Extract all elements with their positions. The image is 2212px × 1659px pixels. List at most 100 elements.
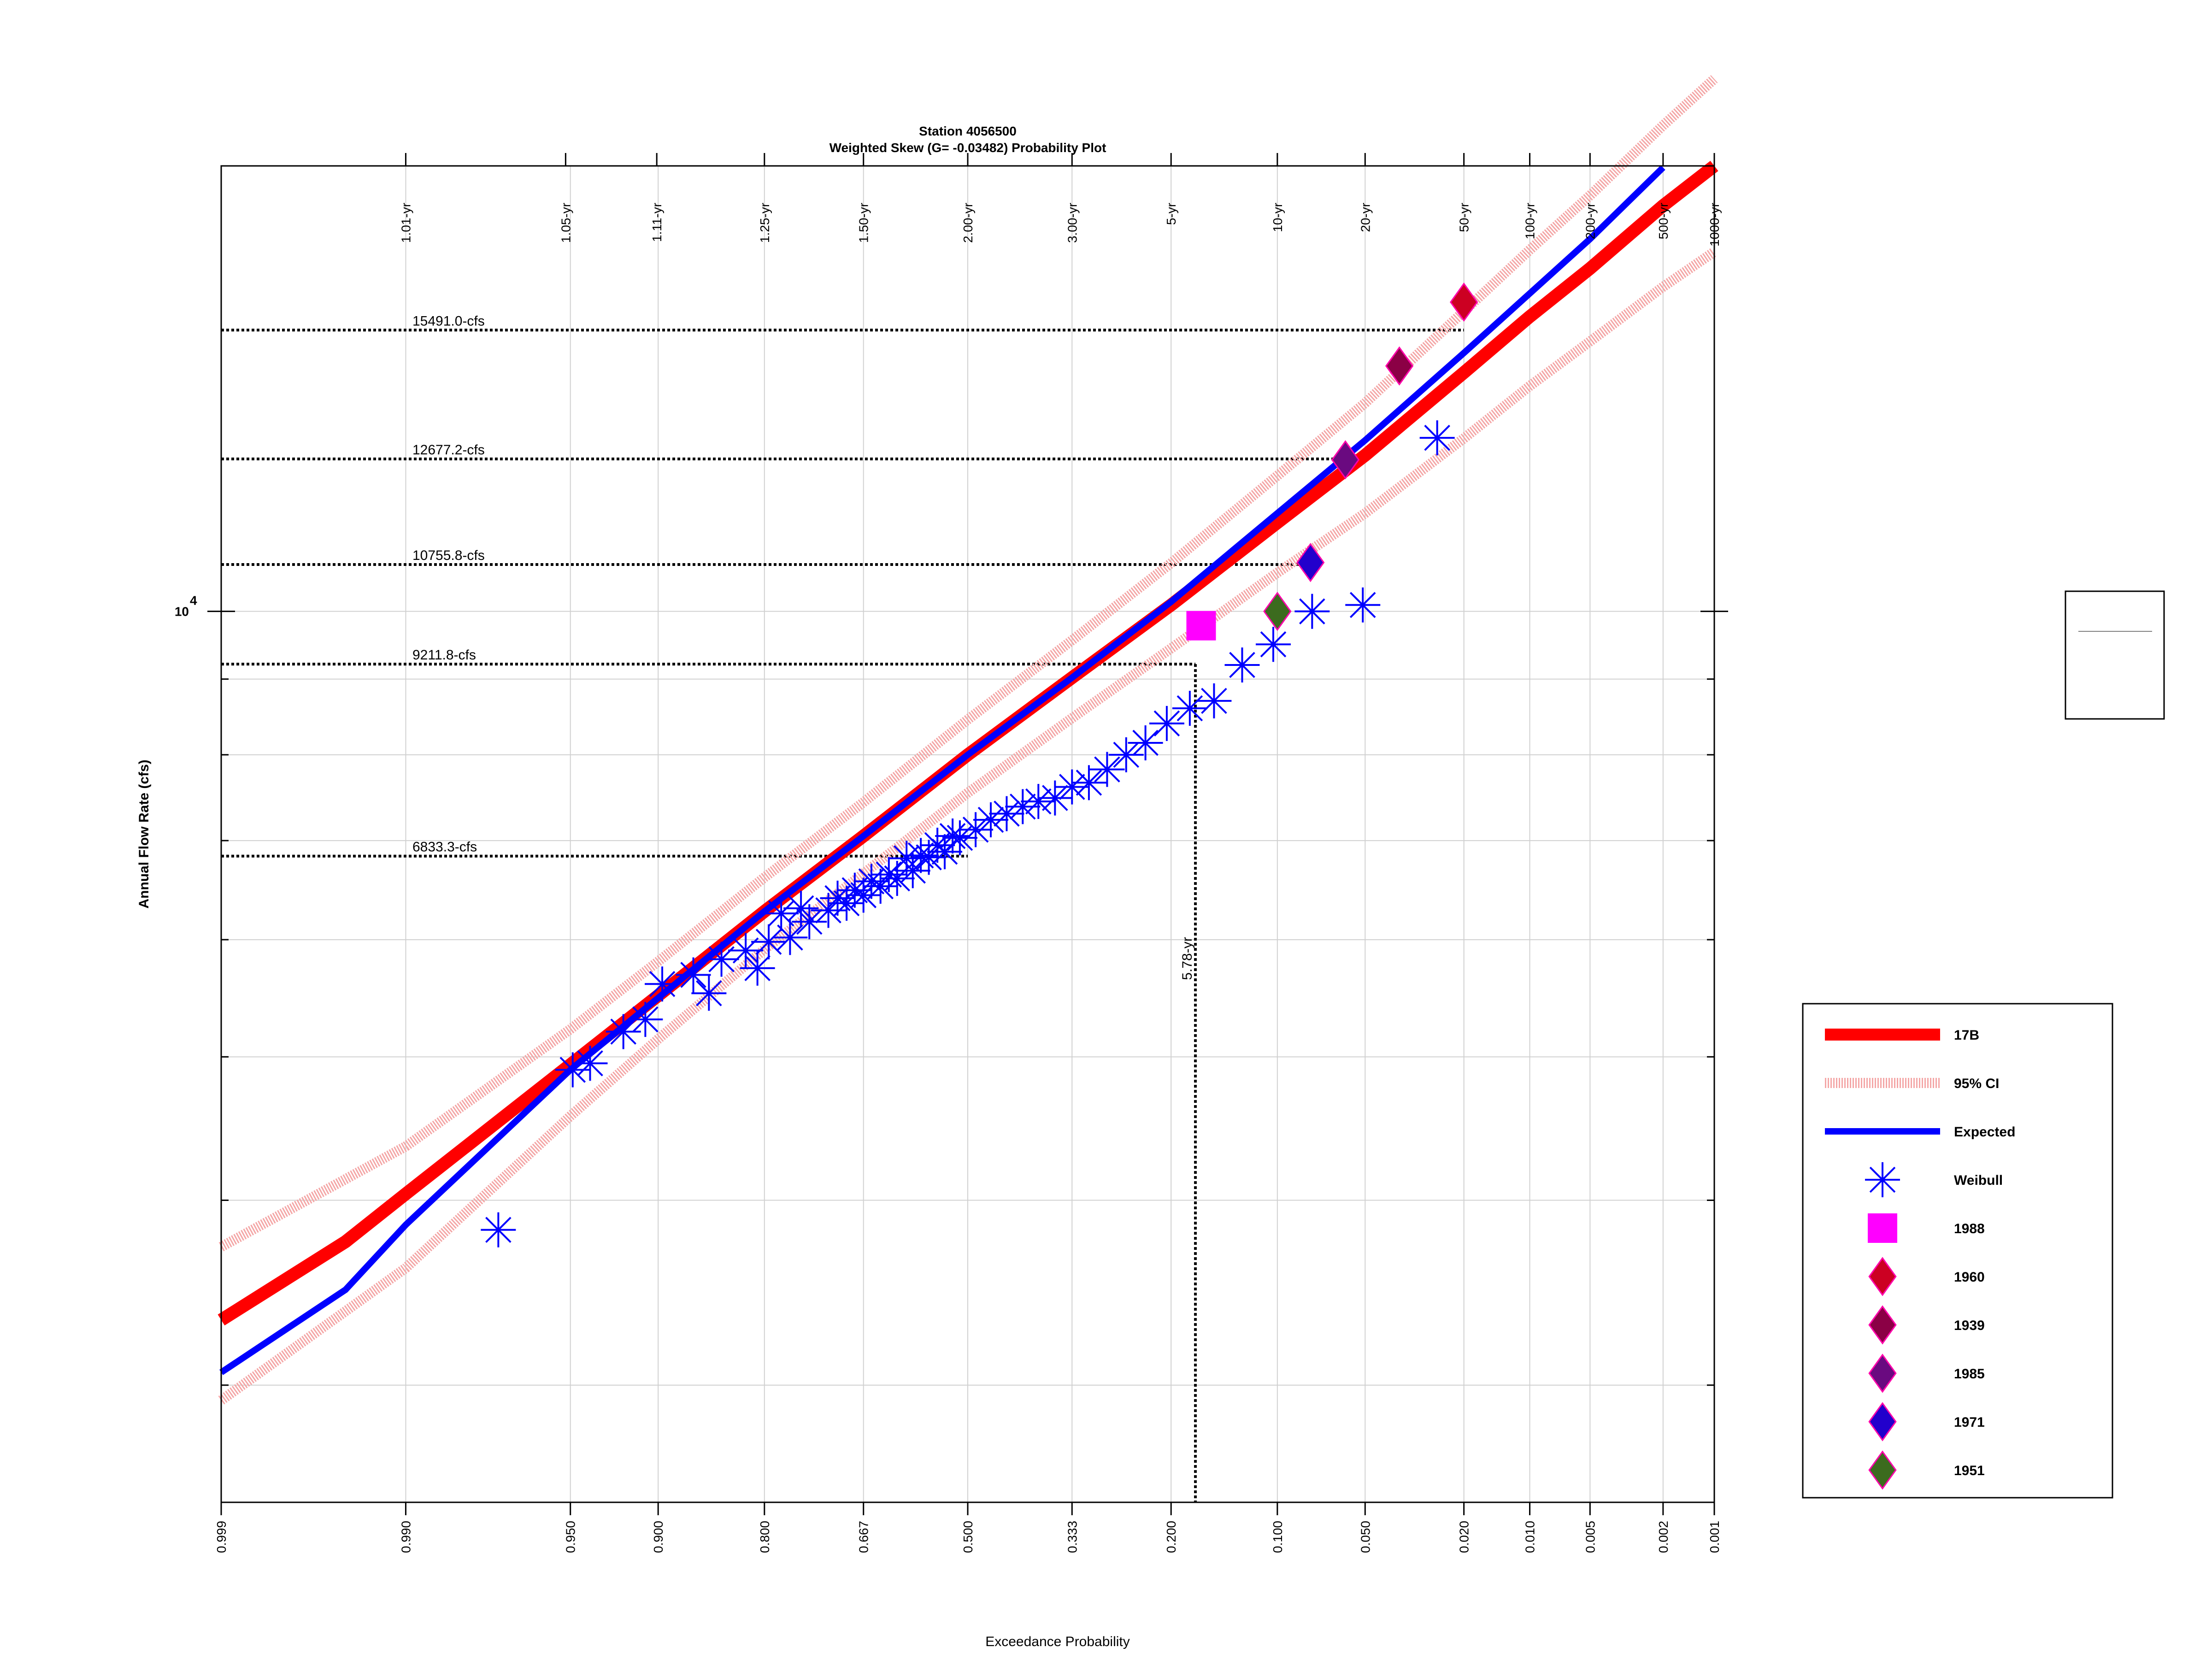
weibull-point	[1128, 725, 1163, 760]
y-tick-label-base: 10	[175, 605, 189, 619]
return-period-label: 500-yr	[1656, 203, 1671, 239]
y-axis-label: Annual Flow Rate (cfs)	[136, 759, 152, 908]
weibull-stroke	[1113, 741, 1140, 768]
x-tick-label: 0.010	[1523, 1521, 1537, 1553]
weibull-stroke	[559, 1057, 586, 1083]
weibull-stroke	[755, 929, 782, 955]
weibull-point	[1172, 691, 1207, 726]
weibull-point	[989, 796, 1024, 831]
legend-label: 17B	[1954, 1028, 1979, 1043]
weibull-point	[1005, 789, 1041, 824]
x-tick-label: 0.333	[1065, 1521, 1079, 1553]
legend-items: 17B 95% CI Expected Weibull 1988 1960 1939 1985…	[1825, 1028, 2015, 1490]
weibull-point	[837, 872, 872, 908]
mini-table-frame	[2065, 590, 2165, 720]
return-period-label: 1000-yr	[1707, 203, 1722, 247]
weibull-point	[772, 920, 808, 955]
series-layer	[218, 75, 1718, 1405]
return-period-label: 3.00-yr	[1065, 203, 1079, 243]
marker-1960-diamond	[1449, 282, 1478, 322]
x-tick-label: 0.050	[1358, 1521, 1372, 1553]
reference-label: 10755.8-cfs	[412, 548, 485, 563]
grid-lines	[221, 165, 1715, 1502]
weibull-point	[1071, 765, 1106, 800]
weibull-point	[1021, 784, 1056, 819]
weibull-stroke	[858, 868, 885, 894]
weibull-stroke	[1010, 794, 1036, 820]
return-period-label: 10-yr	[1271, 203, 1285, 232]
legend-label: 1951	[1954, 1463, 1985, 1478]
return-period-label: 200-yr	[1583, 203, 1597, 239]
weibull-point	[920, 828, 955, 863]
weibull-stroke	[815, 897, 841, 924]
reference-label: 15491.0-cfs	[412, 313, 485, 329]
chart-title: Station 4056500	[919, 124, 1017, 138]
weibull-point	[645, 966, 680, 1002]
marker-1971-diamond	[1296, 543, 1325, 582]
weibull-stroke	[1042, 785, 1068, 811]
ci-lower-line	[218, 247, 1718, 1405]
weibull-stroke	[1299, 598, 1325, 624]
x-tick-label: 0.900	[651, 1521, 665, 1553]
weibull-stroke	[577, 1050, 603, 1077]
return-period-label: 50-yr	[1457, 203, 1471, 232]
weibull-point	[1149, 706, 1184, 741]
weibull-point	[606, 1014, 641, 1049]
weibull-point	[704, 941, 739, 977]
weibull-point	[973, 802, 1009, 838]
weibull-point	[935, 818, 971, 854]
weibull-stroke	[876, 861, 902, 888]
return-period-label: 5-yr	[1164, 203, 1178, 225]
legend-swatch-diamond	[1868, 1305, 1897, 1345]
weibull-stroke	[768, 900, 794, 927]
return-period-label: 2.00-yr	[961, 203, 975, 243]
weibull-stroke	[1229, 652, 1255, 678]
legend-swatch-diamond	[1868, 1353, 1897, 1393]
weibull-point	[1196, 683, 1232, 718]
legend-label: 1960	[1954, 1270, 1985, 1285]
x-tick-label: 0.001	[1707, 1521, 1722, 1553]
legend-swatch-diamond	[1868, 1402, 1897, 1441]
weibull-point	[1294, 594, 1330, 629]
weibull-point	[572, 1046, 608, 1081]
mini-table	[2065, 590, 2165, 720]
weibull-stroke	[777, 924, 803, 951]
weibull-stroke	[939, 823, 966, 849]
legend-swatch-diamond	[1868, 1450, 1897, 1490]
weibull-point	[740, 950, 775, 986]
weibull-stroke	[1424, 424, 1450, 451]
weibull-stroke	[649, 971, 676, 997]
weibull-stroke	[788, 895, 814, 922]
weibull-point	[903, 838, 939, 873]
weibull-point	[1255, 627, 1291, 662]
return-period-label: 1.01-yr	[399, 203, 413, 243]
weibull-point	[1224, 647, 1260, 682]
weibull-stroke	[1153, 710, 1180, 737]
weibull-point	[481, 1212, 516, 1247]
marker-1988-square	[1186, 611, 1216, 641]
weibull-stroke	[924, 832, 951, 859]
weibull-stroke	[696, 980, 722, 1006]
weibull-stroke	[1260, 631, 1287, 658]
weibull-point	[1108, 737, 1144, 772]
axes-layer: 0.999 0.990 0.950 0.900 0.800 0.667 0.500 0.333…	[175, 153, 1728, 1553]
legend-label: 1988	[1954, 1221, 1985, 1236]
weibull-stroke	[796, 908, 823, 935]
weibull-stroke	[632, 1006, 659, 1033]
legend-swatch-diamond	[1868, 1257, 1897, 1296]
weibull-stroke	[1349, 592, 1376, 618]
legend-label: 1971	[1954, 1415, 1985, 1430]
x-tick-label: 0.200	[1164, 1521, 1178, 1553]
legend: 17B 95% CI Expected Weibull 1988 1960 1939 1985…	[1802, 1003, 2113, 1499]
weibull-stroke	[907, 842, 934, 869]
legend-swatch-square	[1868, 1213, 1897, 1243]
return-period-label: 1.05-yr	[559, 203, 573, 243]
return-period-label: 1.50-yr	[857, 203, 871, 243]
vertical-reference-label: 5.78-yr	[1180, 937, 1195, 980]
reference-label: 12677.2-cfs	[412, 442, 485, 458]
return-period-label: 1.25-yr	[758, 203, 772, 243]
weibull-stroke	[977, 806, 1004, 833]
weibull-point	[958, 812, 994, 847]
x-tick-label: 0.020	[1457, 1521, 1471, 1553]
